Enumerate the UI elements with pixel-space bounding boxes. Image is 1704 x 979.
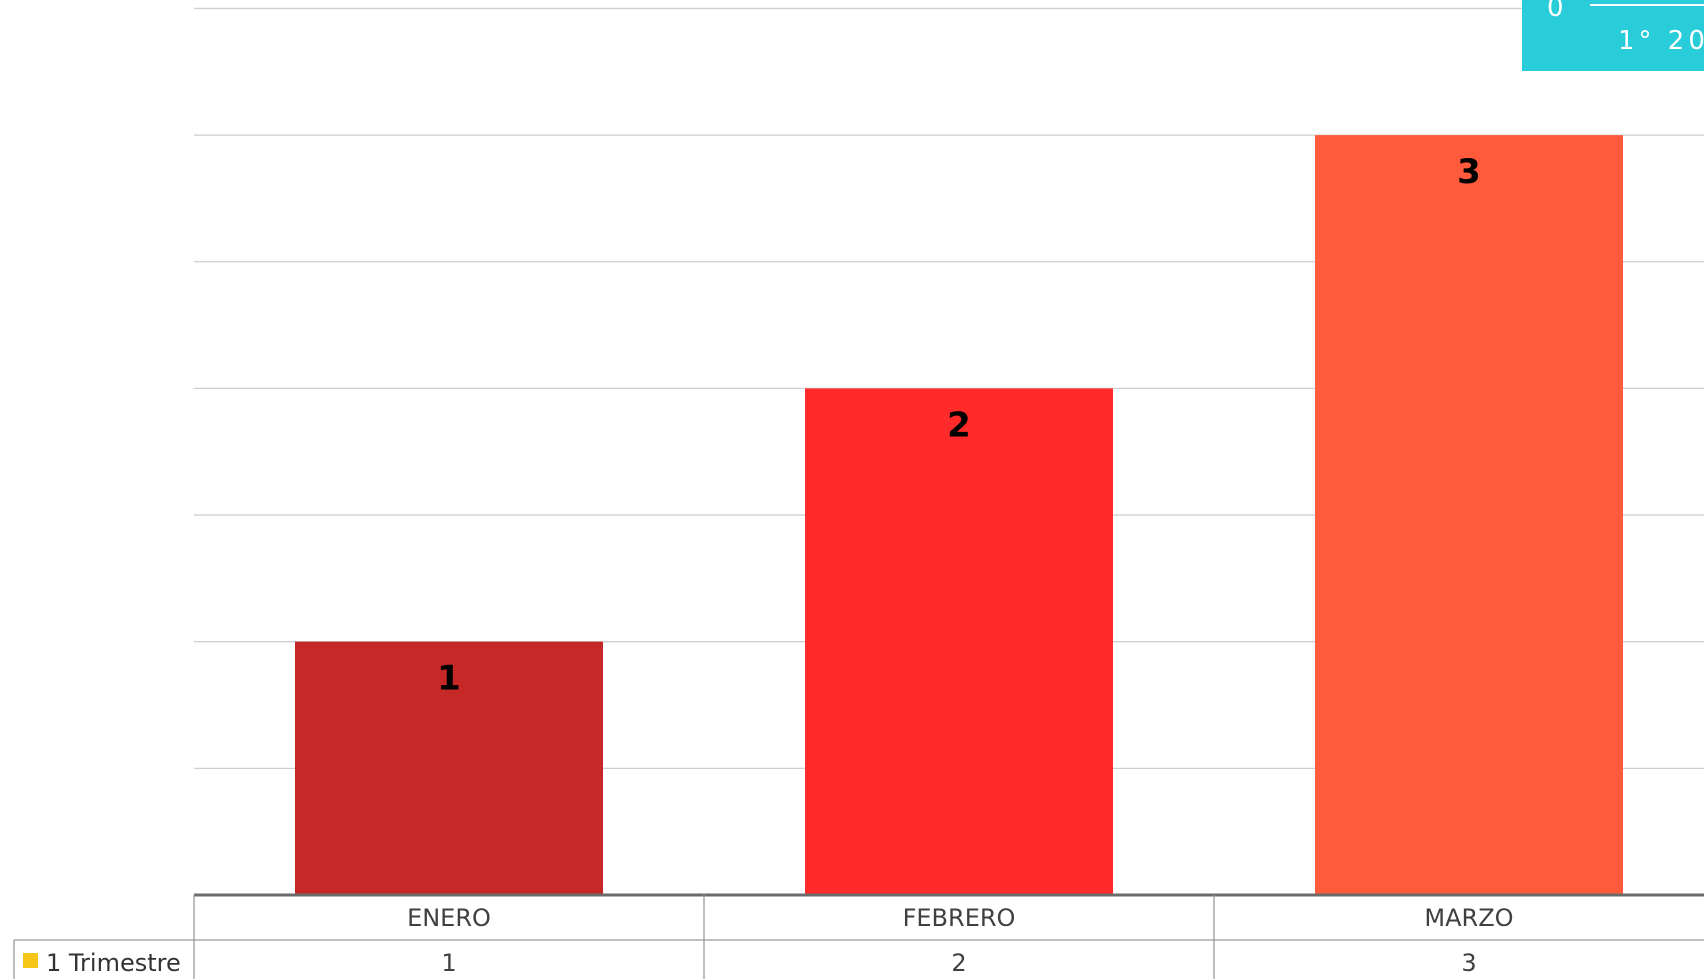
data-label-febrero: 2 bbox=[947, 405, 971, 445]
bar-febrero bbox=[805, 388, 1113, 895]
table-value-marzo: 3 bbox=[1461, 949, 1476, 977]
category-label-enero: ENERO bbox=[407, 904, 491, 932]
data-label-marzo: 3 bbox=[1457, 152, 1481, 192]
badge-tick-text: 0 bbox=[1547, 0, 1568, 23]
legend-key bbox=[23, 953, 38, 968]
bars bbox=[295, 135, 1623, 896]
data-labels: 1 2 3 bbox=[437, 152, 1481, 699]
bar-enero bbox=[295, 641, 603, 895]
table-value-febrero: 2 bbox=[951, 949, 966, 977]
data-table: ENERO 1 FEBRERO 2 MARZO 3 1 Trimestre bbox=[13, 893, 1704, 979]
badge-text: 1° 20 bbox=[1618, 26, 1704, 56]
series-label: 1 Trimestre bbox=[46, 949, 181, 977]
data-label-enero: 1 bbox=[437, 659, 461, 699]
table-value-enero: 1 bbox=[441, 949, 456, 977]
corner-badge: 0 1° 20 bbox=[1522, 0, 1704, 71]
bar-marzo bbox=[1315, 135, 1623, 896]
category-label-febrero: FEBRERO bbox=[903, 904, 1016, 932]
category-label-marzo: MARZO bbox=[1424, 904, 1513, 932]
badge-background bbox=[1522, 0, 1704, 71]
